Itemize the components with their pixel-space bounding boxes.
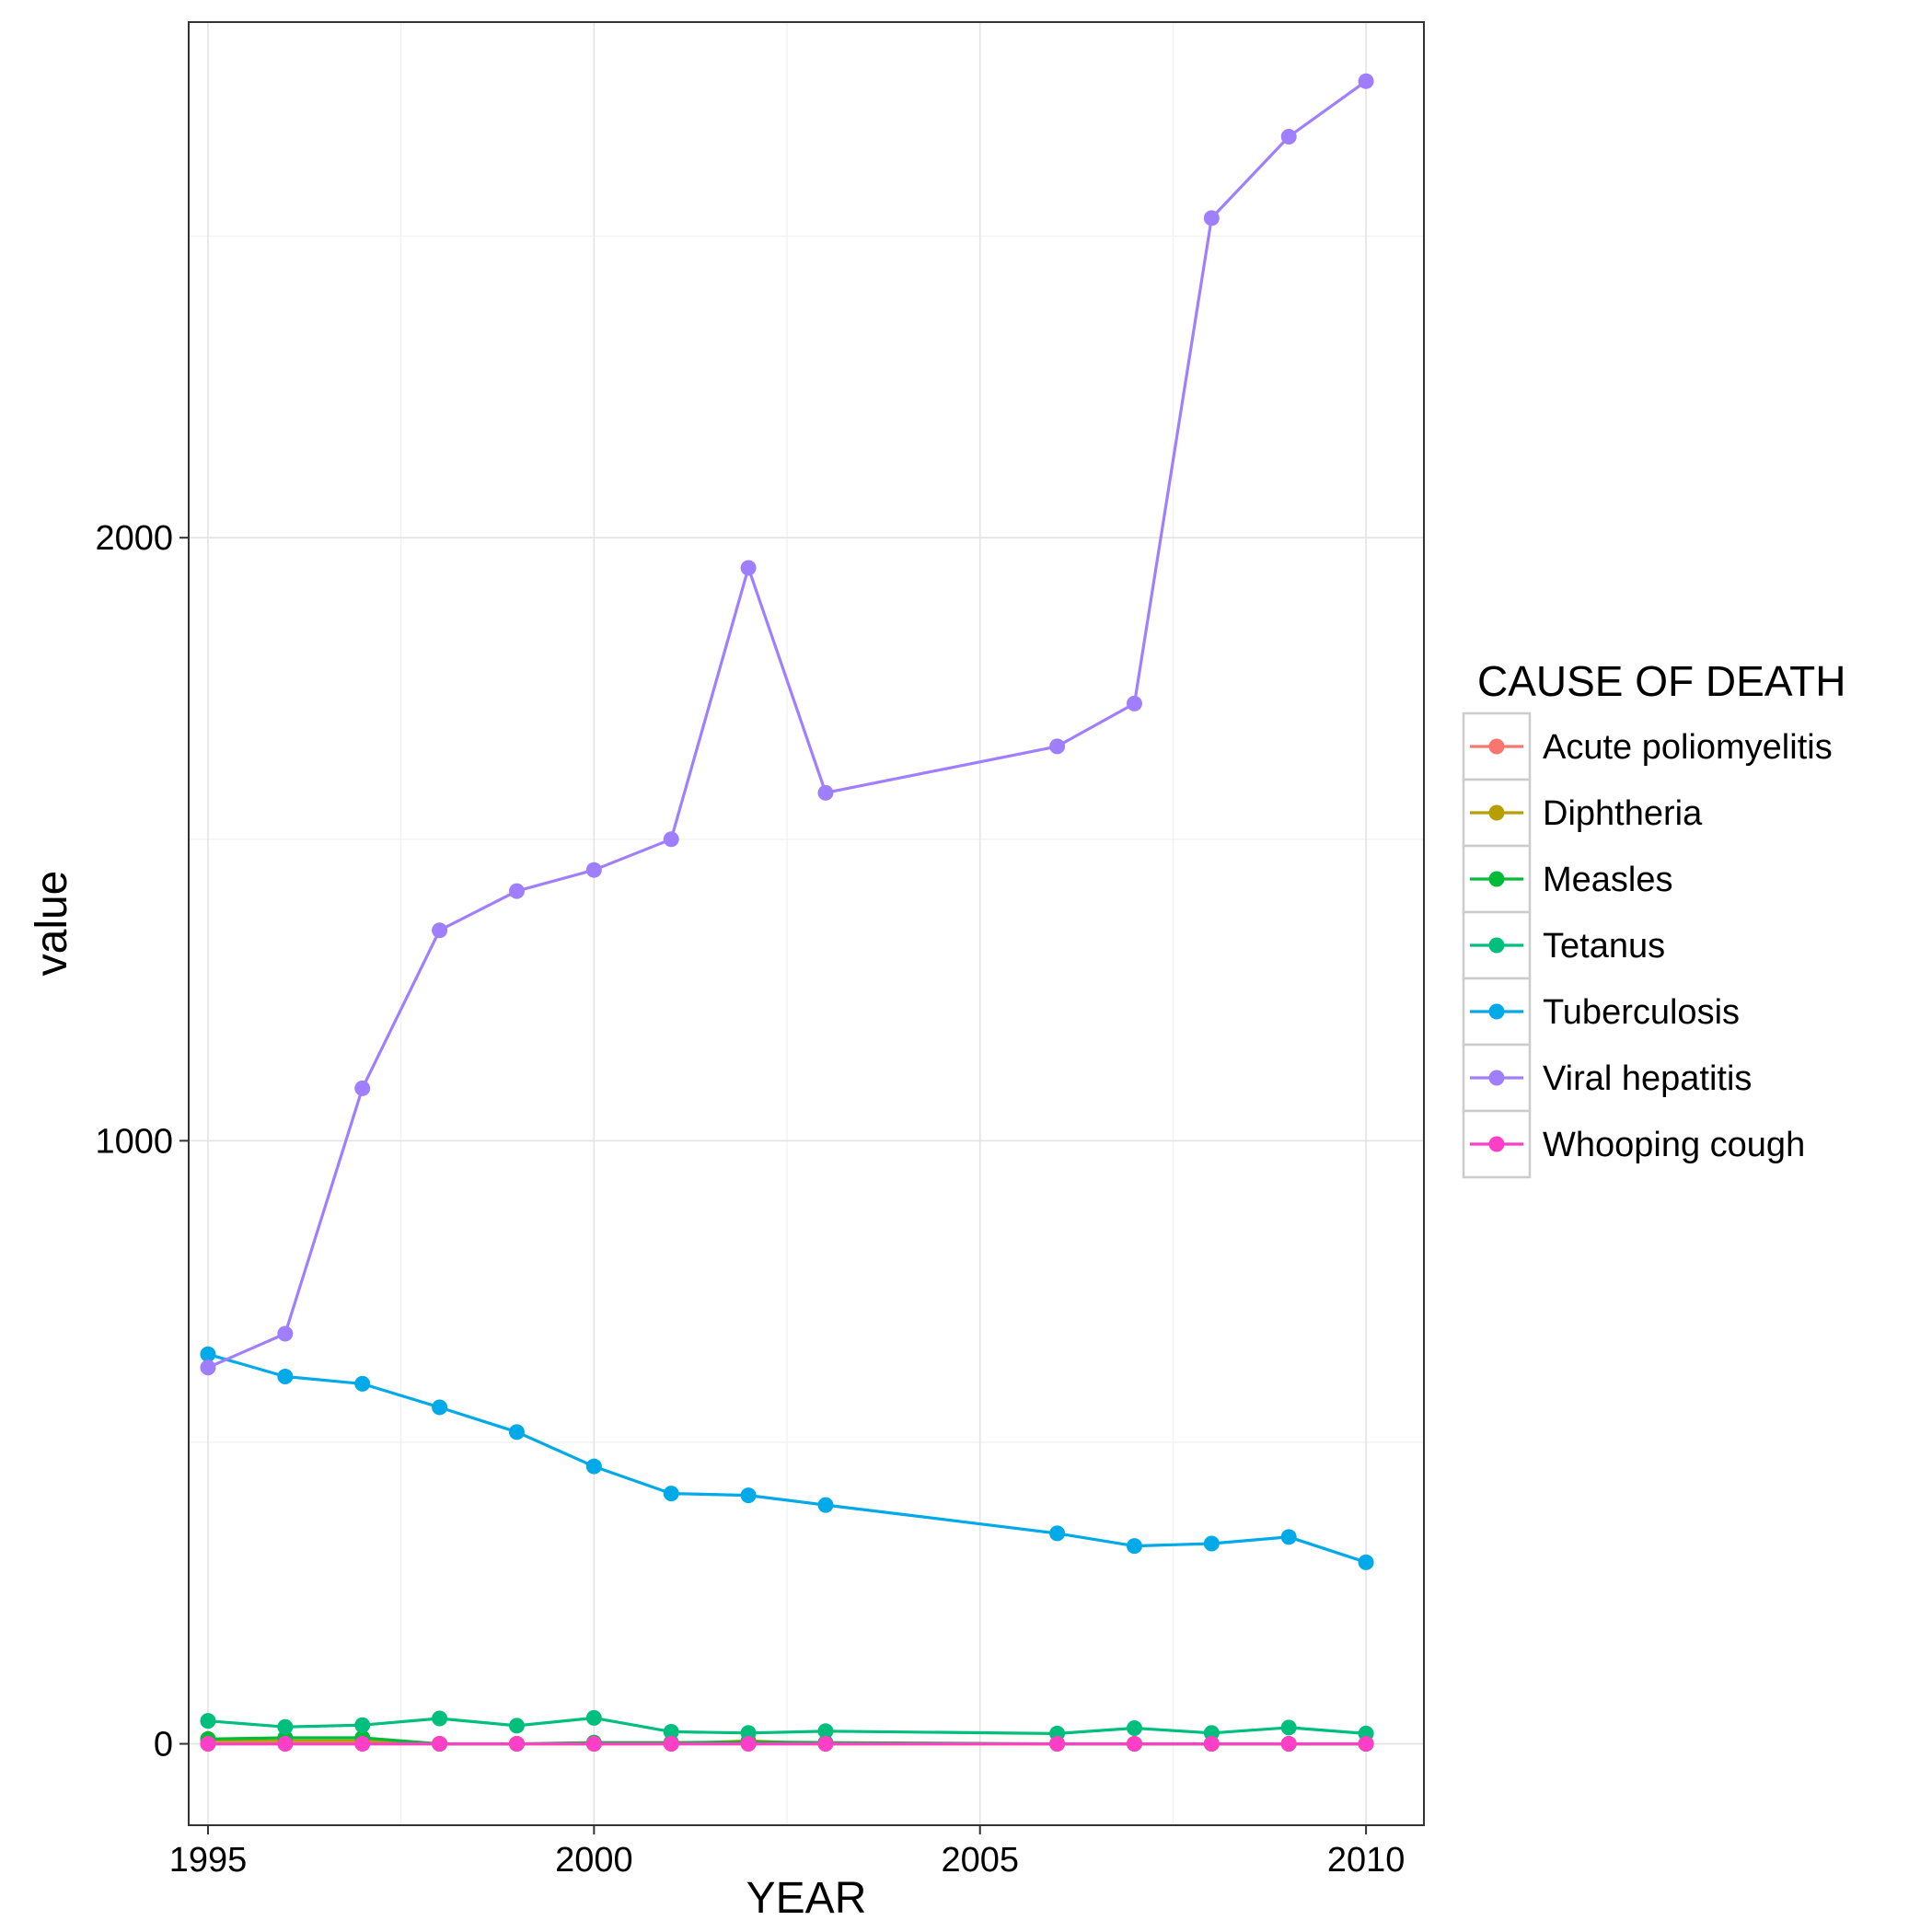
data-point-tuberculosis xyxy=(1049,1525,1066,1542)
legend-item-whooping-cough: Whooping cough xyxy=(1462,1109,1805,1179)
data-point-tetanus xyxy=(585,1709,602,1726)
data-point-whooping-cough xyxy=(277,1736,294,1753)
data-point-tuberculosis xyxy=(354,1375,371,1392)
y-axis-title: value xyxy=(28,871,76,977)
data-point-viral-hepatitis xyxy=(817,784,834,801)
legend-item-viral-hepatitis: Viral hepatitis xyxy=(1462,1043,1752,1113)
data-point-tuberculosis xyxy=(1280,1529,1297,1545)
data-point-whooping-cough xyxy=(1358,1736,1374,1753)
y-tick-label: 0 xyxy=(154,1726,173,1764)
legend-label: Acute poliomyelitis xyxy=(1543,728,1833,767)
legend-key-point xyxy=(1488,871,1505,887)
data-series xyxy=(200,73,1374,1753)
data-point-whooping-cough xyxy=(432,1736,448,1753)
legend-key-point xyxy=(1488,804,1505,821)
data-point-viral-hepatitis xyxy=(740,560,757,576)
data-point-whooping-cough xyxy=(1049,1736,1066,1753)
data-point-tetanus xyxy=(663,1723,679,1740)
data-point-viral-hepatitis xyxy=(432,922,448,939)
legend-item-measles: Measles xyxy=(1462,844,1673,914)
series-tuberculosis xyxy=(200,1346,1374,1570)
legend-label: Measles xyxy=(1543,861,1673,899)
data-point-whooping-cough xyxy=(740,1736,757,1753)
legend-item-tetanus: Tetanus xyxy=(1462,910,1665,980)
data-point-tuberculosis xyxy=(277,1369,294,1385)
data-point-tetanus xyxy=(1203,1725,1220,1741)
series-whooping-cough xyxy=(200,1736,1374,1753)
data-point-whooping-cough xyxy=(585,1736,602,1753)
axes: 1995 2000 2005 2010 0 1000 2000 xyxy=(95,519,1405,1880)
data-point-whooping-cough xyxy=(200,1736,216,1753)
plot-panel-border xyxy=(188,21,1425,1826)
legend: CAUSE OF DEATH Acute poliomyelitis Diphth… xyxy=(1462,657,1845,1179)
legend-items: Acute poliomyelitis Diphtheria Measles Teta… xyxy=(1462,711,1833,1179)
series-line-tetanus xyxy=(207,1716,1367,1736)
data-point-tetanus xyxy=(277,1718,294,1735)
data-point-tetanus xyxy=(817,1723,834,1740)
legend-key-point xyxy=(1488,1003,1505,1020)
series-viral-hepatitis xyxy=(200,73,1374,1376)
legend-label: Tuberculosis xyxy=(1543,993,1740,1032)
data-point-tuberculosis xyxy=(585,1458,602,1475)
data-point-tetanus xyxy=(508,1718,525,1734)
y-tick-label: 1000 xyxy=(95,1122,173,1161)
y-tick-label: 2000 xyxy=(95,519,173,558)
data-point-tetanus xyxy=(200,1713,216,1730)
data-point-tuberculosis xyxy=(432,1399,448,1416)
legend-item-diphtheria: Diphtheria xyxy=(1462,778,1703,848)
data-point-viral-hepatitis xyxy=(200,1359,216,1376)
series-line-tuberculosis xyxy=(207,1352,1367,1564)
legend-item-acute-poliomyelitis: Acute poliomyelitis xyxy=(1462,711,1833,781)
data-point-tuberculosis xyxy=(740,1487,757,1504)
x-tick-label: 2010 xyxy=(1327,1841,1406,1880)
data-point-whooping-cough xyxy=(354,1736,371,1753)
data-point-viral-hepatitis xyxy=(1280,128,1297,145)
data-point-whooping-cough xyxy=(817,1736,834,1753)
data-point-tuberculosis xyxy=(1126,1538,1142,1555)
data-point-tetanus xyxy=(1126,1720,1142,1737)
data-point-viral-hepatitis xyxy=(1358,73,1374,89)
data-point-viral-hepatitis xyxy=(1049,738,1066,755)
data-point-tuberculosis xyxy=(817,1497,834,1513)
data-point-tuberculosis xyxy=(1358,1554,1374,1570)
data-point-whooping-cough xyxy=(1280,1736,1297,1753)
data-point-tetanus xyxy=(740,1725,757,1741)
legend-key-point xyxy=(1488,937,1505,954)
x-axis-title: YEAR xyxy=(746,1874,867,1923)
legend-label: Diphtheria xyxy=(1543,794,1703,833)
x-tick-label: 2005 xyxy=(941,1841,1019,1880)
data-point-viral-hepatitis xyxy=(508,883,525,899)
data-point-tuberculosis xyxy=(1203,1535,1220,1552)
data-point-viral-hepatitis xyxy=(1126,695,1142,711)
data-point-whooping-cough xyxy=(1203,1736,1220,1753)
legend-label: Whooping cough xyxy=(1543,1126,1805,1164)
data-point-viral-hepatitis xyxy=(663,831,679,848)
x-tick-label: 1995 xyxy=(169,1841,248,1880)
data-point-viral-hepatitis xyxy=(277,1325,294,1342)
data-point-viral-hepatitis xyxy=(1203,210,1220,226)
series-line-viral-hepatitis xyxy=(207,79,1368,1370)
data-point-viral-hepatitis xyxy=(354,1080,371,1096)
data-point-tuberculosis xyxy=(508,1424,525,1440)
data-point-whooping-cough xyxy=(663,1736,679,1753)
x-tick-label: 2000 xyxy=(555,1841,633,1880)
data-point-tetanus xyxy=(432,1710,448,1727)
data-point-tuberculosis xyxy=(200,1346,216,1362)
legend-key-point xyxy=(1488,738,1505,755)
legend-item-tuberculosis: Tuberculosis xyxy=(1462,977,1740,1047)
legend-key-point xyxy=(1488,1136,1505,1152)
data-point-viral-hepatitis xyxy=(585,862,602,878)
legend-title: CAUSE OF DEATH xyxy=(1477,657,1845,705)
legend-label: Tetanus xyxy=(1543,927,1665,966)
legend-key-point xyxy=(1488,1070,1505,1086)
data-point-whooping-cough xyxy=(508,1736,525,1753)
legend-label: Viral hepatitis xyxy=(1543,1059,1752,1098)
data-point-tetanus xyxy=(354,1717,371,1733)
data-point-whooping-cough xyxy=(1126,1736,1142,1753)
data-point-tuberculosis xyxy=(663,1486,679,1502)
data-point-tetanus xyxy=(1280,1719,1297,1736)
